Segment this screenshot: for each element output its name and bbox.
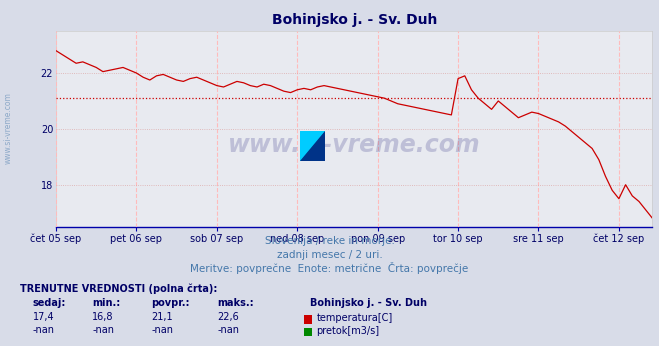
Text: pretok[m3/s]: pretok[m3/s] xyxy=(316,326,380,336)
Polygon shape xyxy=(300,131,325,161)
Polygon shape xyxy=(300,131,325,161)
Text: temperatura[C]: temperatura[C] xyxy=(316,313,393,323)
Title: Bohinjsko j. - Sv. Duh: Bohinjsko j. - Sv. Duh xyxy=(272,13,437,27)
Text: sedaj:: sedaj: xyxy=(33,298,67,308)
Text: Bohinjsko j. - Sv. Duh: Bohinjsko j. - Sv. Duh xyxy=(310,298,427,308)
Text: zadnji mesec / 2 uri.: zadnji mesec / 2 uri. xyxy=(277,250,382,260)
Text: maks.:: maks.: xyxy=(217,298,254,308)
Text: 16,8: 16,8 xyxy=(92,312,114,322)
Text: 21,1: 21,1 xyxy=(152,312,173,322)
Text: -nan: -nan xyxy=(217,325,239,335)
Text: Meritve: povprečne  Enote: metrične  Črta: povprečje: Meritve: povprečne Enote: metrične Črta:… xyxy=(190,262,469,274)
Text: -nan: -nan xyxy=(92,325,114,335)
Text: min.:: min.: xyxy=(92,298,121,308)
Text: 22,6: 22,6 xyxy=(217,312,239,322)
Text: TRENUTNE VREDNOSTI (polna črta):: TRENUTNE VREDNOSTI (polna črta): xyxy=(20,284,217,294)
Text: -nan: -nan xyxy=(33,325,55,335)
Text: -nan: -nan xyxy=(152,325,173,335)
Text: Slovenija / reke in morje.: Slovenija / reke in morje. xyxy=(264,236,395,246)
Text: povpr.:: povpr.: xyxy=(152,298,190,308)
Text: www.si-vreme.com: www.si-vreme.com xyxy=(228,133,480,156)
Text: www.si-vreme.com: www.si-vreme.com xyxy=(3,92,13,164)
Text: 17,4: 17,4 xyxy=(33,312,55,322)
